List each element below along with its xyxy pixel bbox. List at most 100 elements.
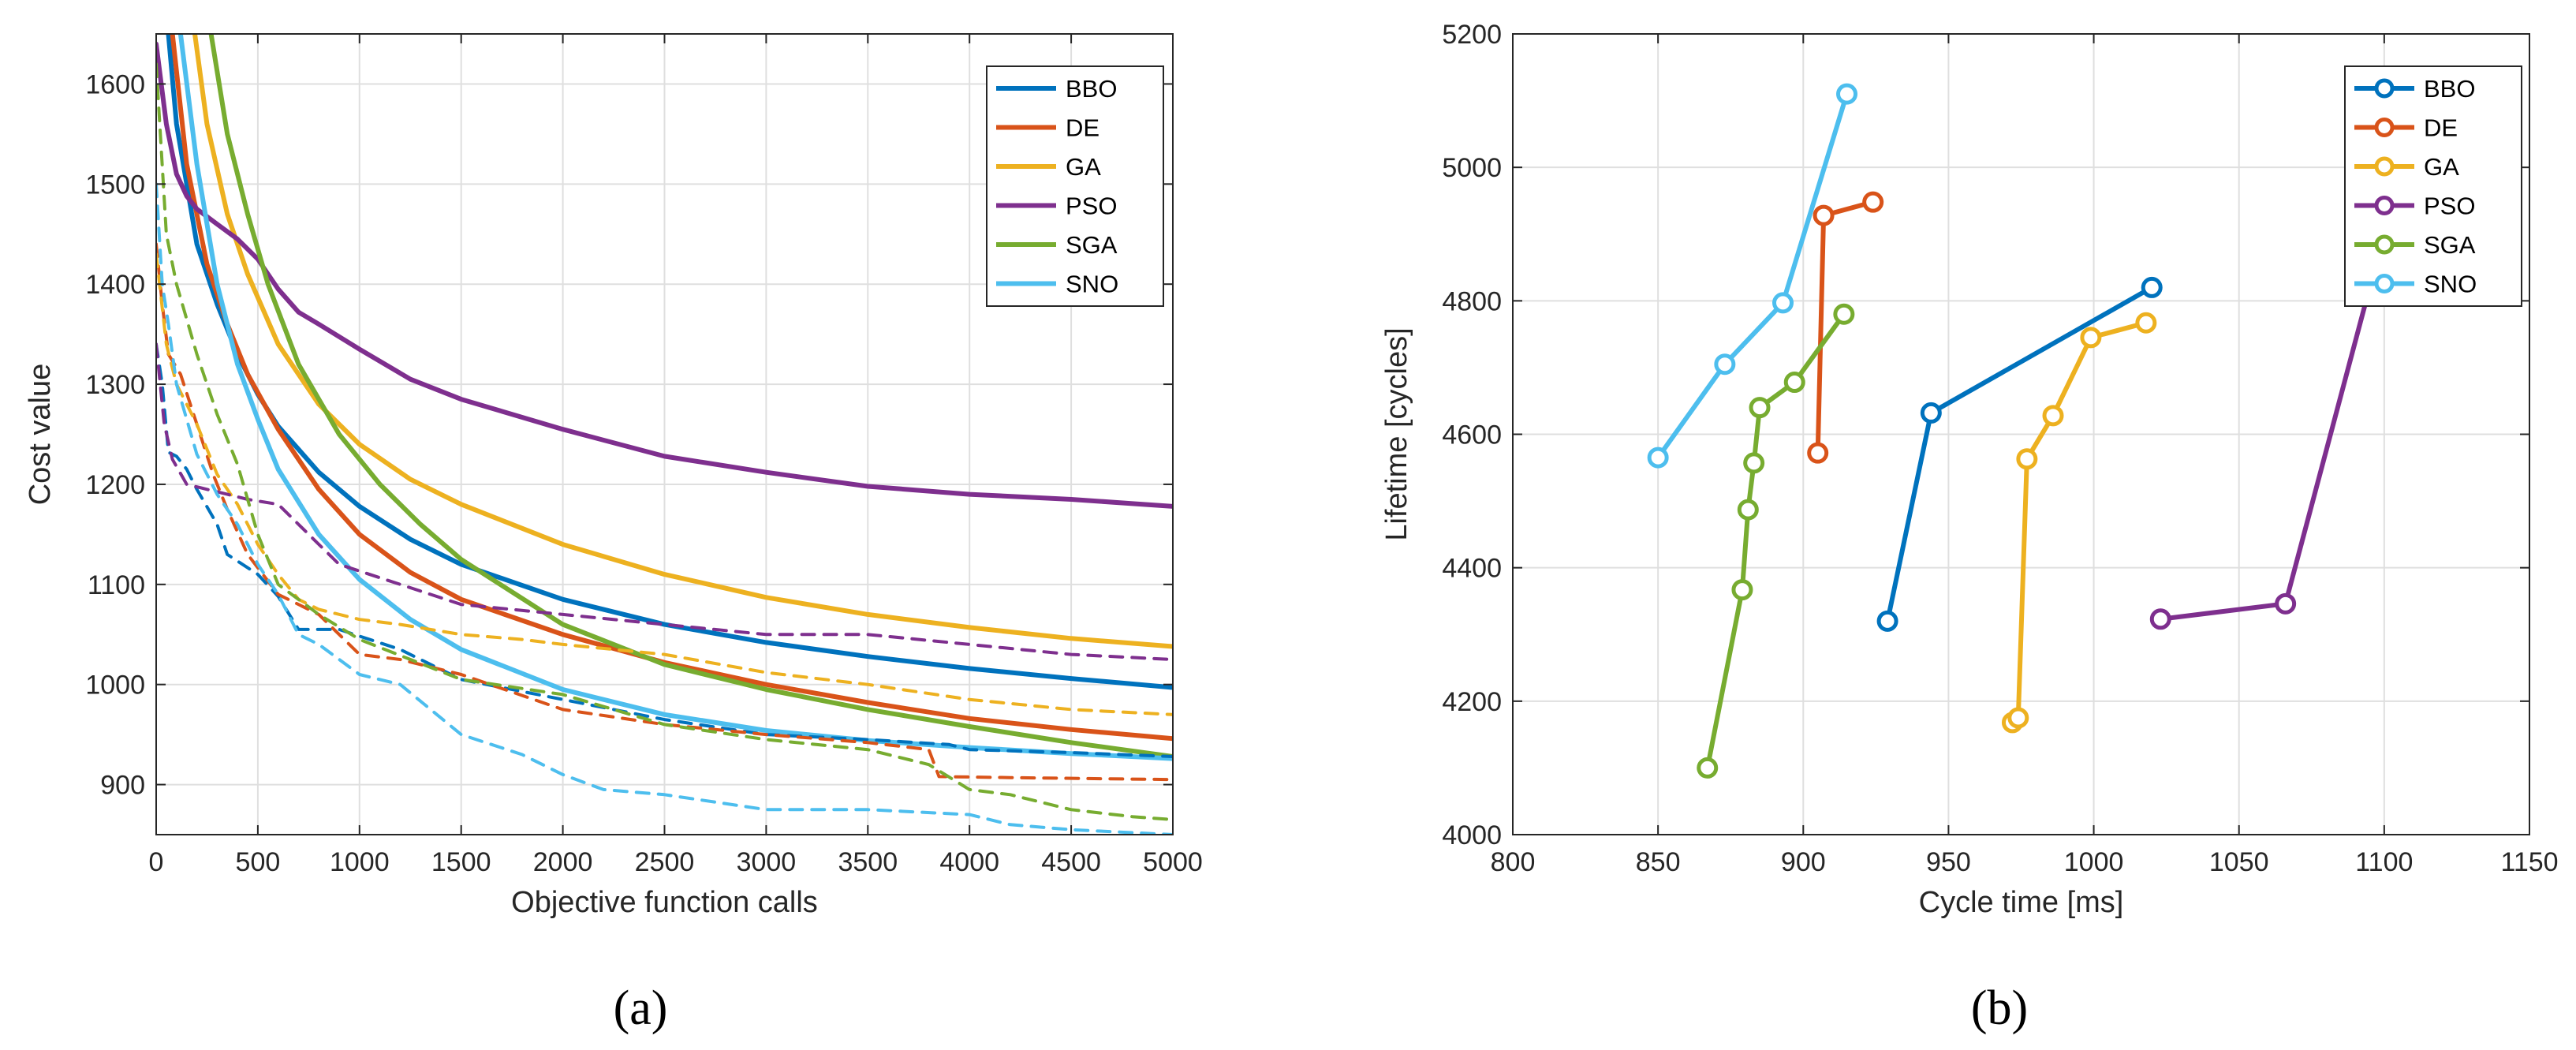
data-point-pso <box>2275 592 2297 615</box>
legend-label-sno: SNO <box>1066 271 1118 298</box>
legend-marker-sno <box>2374 274 2395 293</box>
data-point-sga <box>1749 397 1771 419</box>
y-tick-label: 5200 <box>1442 20 1502 50</box>
legend-label-de: DE <box>2424 114 2458 142</box>
legend-label-ga: GA <box>1066 153 1101 181</box>
x-tick-label: 5000 <box>1143 847 1203 877</box>
legend-marker-bbo <box>2374 78 2395 99</box>
data-point-ga <box>2080 327 2102 349</box>
x-tick-label: 900 <box>1781 847 1826 877</box>
data-point-sga <box>1731 579 1753 601</box>
legend-label-bbo: BBO <box>1066 75 1117 103</box>
legend-label-de: DE <box>1066 114 1099 142</box>
legend-label-pso: PSO <box>2424 192 2475 220</box>
x-tick-label: 1050 <box>2209 847 2269 877</box>
chart-a: 0 500 1000 1500 2000 2500 3000 3500 4000 4500 5000… <box>24 33 1203 1035</box>
legend-marker-ga <box>2374 156 2395 177</box>
legend-label-bbo: BBO <box>2424 75 2475 103</box>
series-line-sno-best <box>156 182 1173 835</box>
data-point-sno <box>1772 292 1794 314</box>
legend-label-sga: SGA <box>2424 231 2476 259</box>
y-tick-label: 1300 <box>85 370 145 400</box>
data-point-sno <box>1714 353 1736 376</box>
x-tick-label: 500 <box>236 847 281 877</box>
y-tick-label: 5000 <box>1442 153 1502 183</box>
series-line-ga <box>192 34 1173 649</box>
data-point-ga <box>2042 405 2064 427</box>
y-tick-label: 4400 <box>1442 554 1502 584</box>
x-tick-label: 1500 <box>431 847 491 877</box>
series-line-bbo <box>166 34 1173 690</box>
data-point-de <box>1813 204 1835 226</box>
x-tick-label: 2500 <box>635 847 695 877</box>
x-tick-label: 1150 <box>2500 847 2558 877</box>
y-tick-label: 1500 <box>85 170 145 200</box>
y-tick-label: 1100 <box>88 570 145 600</box>
data-point-pso <box>2149 608 2171 630</box>
legend-marker-de <box>2374 118 2395 137</box>
y-tick-label: 4800 <box>1442 286 1502 316</box>
data-point-de <box>1862 191 1884 213</box>
y-tick-label: 4600 <box>1442 420 1502 450</box>
data-point-ga <box>2016 448 2038 470</box>
series-line-de-best <box>156 242 1173 782</box>
panel-label: (a) <box>614 981 668 1035</box>
y-tick-label: 1000 <box>85 671 145 701</box>
panel-label: (b) <box>1971 981 2028 1035</box>
y-tick-label: 4200 <box>1442 687 1502 717</box>
series-group <box>156 34 1173 835</box>
y-tick-label: 1600 <box>85 69 145 99</box>
x-axis-label: Cycle time [ms] <box>1919 886 2124 919</box>
data-point-de <box>1807 442 1829 464</box>
series-line-pso-best <box>156 342 1173 661</box>
x-tick-label: 4000 <box>939 847 999 877</box>
series-group <box>1647 83 2380 779</box>
x-tick-label: 850 <box>1636 847 1681 877</box>
y-tick-label: 1400 <box>85 270 145 300</box>
legend-marker-pso <box>2374 196 2395 215</box>
data-point-bbo <box>1920 402 1942 424</box>
series-line-sno <box>1656 92 1850 461</box>
series-line-sga-best <box>156 62 1173 821</box>
x-tick-label: 1000 <box>2064 847 2124 877</box>
series-line-sga <box>208 34 1173 759</box>
data-point-bbo <box>2141 276 2163 298</box>
data-point-ga <box>2135 312 2157 334</box>
legend-marker-sga <box>2374 234 2395 255</box>
x-tick-label: 3500 <box>838 847 898 877</box>
x-tick-label: 4500 <box>1041 847 1101 877</box>
legend-label-sga: SGA <box>1066 231 1118 259</box>
series-line-bbo-best <box>156 342 1173 758</box>
legend-box <box>2344 65 2522 307</box>
x-tick-label: 1100 <box>2355 847 2413 877</box>
chart-b: 800 850 900 950 1000 1050 1100 1150 4000 4200 4400… <box>1380 20 2559 1035</box>
y-tick-label: 900 <box>100 771 145 801</box>
data-point-sga <box>1833 303 1855 325</box>
x-tick-label: 800 <box>1491 847 1536 877</box>
data-point-ga <box>2007 707 2029 729</box>
x-tick-label: 2000 <box>533 847 593 877</box>
data-point-bbo <box>1876 610 1898 632</box>
legend-label-pso: PSO <box>1066 192 1117 220</box>
y-axis-label: Cost value <box>24 364 57 506</box>
series-line-pso <box>156 41 1173 509</box>
series-line-ga-best <box>156 252 1173 716</box>
legend-label-ga: GA <box>2424 153 2459 181</box>
data-point-sga <box>1737 499 1759 521</box>
legend-label-sno: SNO <box>2424 271 2477 298</box>
y-tick-label: 4000 <box>1442 820 1502 850</box>
data-point-sno <box>1836 83 1858 105</box>
x-tick-label: 950 <box>1926 847 1971 877</box>
data-point-sga <box>1697 757 1719 779</box>
x-tick-label: 3000 <box>737 847 797 877</box>
y-axis-label: Lifetime [cycles] <box>1380 327 1413 540</box>
data-point-sno <box>1647 447 1669 469</box>
data-point-sga <box>1743 452 1765 474</box>
data-point-sga <box>1783 372 1805 394</box>
y-tick-label: 1200 <box>85 470 145 500</box>
legend-box <box>986 65 1164 307</box>
x-tick-label: 0 <box>149 847 164 877</box>
x-tick-label: 1000 <box>330 847 390 877</box>
x-axis-label: Objective function calls <box>511 886 818 919</box>
